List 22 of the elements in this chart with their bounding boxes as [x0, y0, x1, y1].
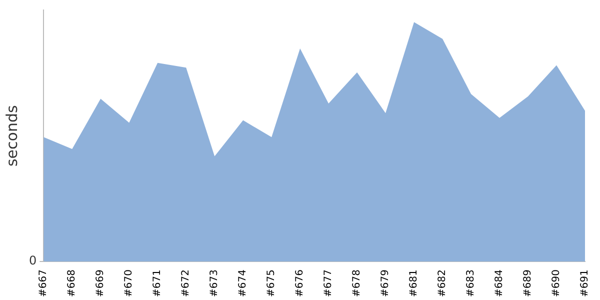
- x-tick-label: #671: [152, 270, 164, 298]
- x-tick-label: #668: [66, 270, 78, 298]
- x-tick-label: #672: [180, 270, 192, 298]
- y-axis-title: seconds: [2, 105, 21, 167]
- x-tick-label: #667: [38, 270, 50, 298]
- x-tick-label: #674: [238, 270, 249, 298]
- x-tick-label: #684: [494, 270, 506, 298]
- x-tick-label: #678: [352, 270, 363, 298]
- x-tick-label: #676: [294, 270, 306, 298]
- x-tick-label: #681: [408, 270, 420, 298]
- x-tick-label: #669: [95, 270, 106, 298]
- x-tick-label: #683: [466, 270, 477, 298]
- x-tick-label: #670: [124, 270, 135, 298]
- x-tick-label: #690: [551, 270, 562, 298]
- x-tick-label: #689: [522, 270, 534, 298]
- x-tick-label: #691: [580, 270, 591, 298]
- x-tick-label: #679: [380, 270, 392, 298]
- x-tick-label: #677: [323, 270, 334, 298]
- text: 0: [28, 254, 37, 268]
- x-tick-label: #682: [437, 270, 448, 298]
- x-tick-label: #675: [266, 270, 278, 298]
- x-tick-label: #673: [209, 270, 220, 298]
